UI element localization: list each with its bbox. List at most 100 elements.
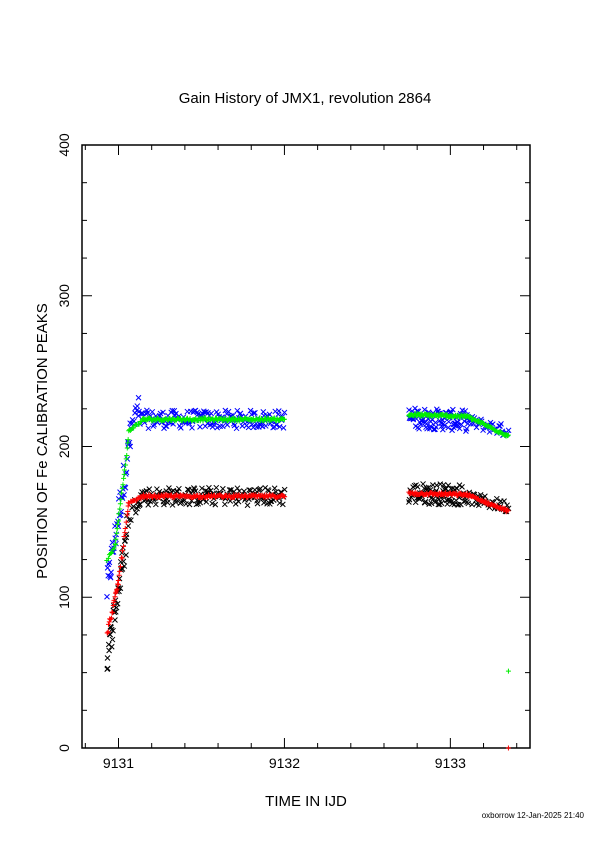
data-point-plus xyxy=(117,568,123,574)
data-point-x xyxy=(131,418,137,425)
data-point-plus xyxy=(505,668,511,674)
data-point-plus xyxy=(281,493,287,499)
data-point-x xyxy=(135,394,142,401)
data-point-plus xyxy=(121,471,127,477)
data-point-plus xyxy=(105,555,111,561)
data-point-x xyxy=(104,593,110,600)
data-point-plus xyxy=(138,419,144,425)
data-point-x xyxy=(486,429,493,435)
data-point-x xyxy=(252,409,258,416)
data-point-x xyxy=(107,574,114,581)
data-point-x xyxy=(433,482,440,489)
data-point-plus xyxy=(114,530,120,536)
data-point-x xyxy=(477,491,484,498)
x-tick-label: 9133 xyxy=(435,755,466,771)
data-points xyxy=(104,394,512,751)
data-point-plus xyxy=(505,433,511,439)
data-point-x xyxy=(161,501,167,508)
data-point-x xyxy=(445,424,452,431)
data-point-x xyxy=(244,502,251,509)
data-point-x xyxy=(136,502,143,509)
data-point-plus xyxy=(111,545,117,551)
data-point-x xyxy=(127,420,133,427)
data-point-x xyxy=(432,499,438,506)
data-point-plus xyxy=(115,518,121,524)
data-point-x xyxy=(145,425,152,432)
data-point-plus xyxy=(114,526,120,532)
data-point-plus xyxy=(115,577,121,583)
data-point-x xyxy=(132,509,139,516)
data-point-x xyxy=(505,427,512,434)
y-tick-label: 0 xyxy=(56,744,72,752)
data-point-x xyxy=(109,636,116,643)
data-point-x xyxy=(209,500,216,507)
data-point-x xyxy=(228,486,234,493)
data-point-plus xyxy=(118,555,124,561)
data-point-x xyxy=(199,485,205,492)
data-point-x xyxy=(501,498,507,505)
data-point-plus xyxy=(281,416,287,422)
data-point-x xyxy=(414,484,421,490)
data-point-x xyxy=(221,501,228,508)
data-point-x xyxy=(126,516,132,523)
data-point-x xyxy=(130,503,137,510)
data-point-x xyxy=(430,496,437,502)
data-point-x xyxy=(422,498,429,505)
data-point-x xyxy=(455,501,462,508)
data-point-x xyxy=(186,501,193,508)
y-tick-label: 200 xyxy=(56,435,72,459)
data-point-x xyxy=(122,537,128,544)
data-point-x xyxy=(480,427,486,434)
data-point-x xyxy=(428,500,435,507)
data-point-x xyxy=(112,535,119,542)
data-point-x xyxy=(475,502,482,509)
data-point-x xyxy=(280,424,287,431)
data-point-plus xyxy=(117,506,123,512)
data-point-plus xyxy=(118,490,124,496)
data-point-x xyxy=(112,608,119,615)
data-point-x xyxy=(406,407,412,413)
plot-frame xyxy=(81,144,531,749)
data-point-x xyxy=(279,501,286,508)
data-point-plus xyxy=(122,526,128,532)
data-point-plus xyxy=(115,582,121,588)
data-point-x xyxy=(121,563,128,569)
data-point-plus xyxy=(505,745,511,751)
data-point-plus xyxy=(483,498,489,504)
data-point-x xyxy=(463,425,470,432)
data-point-x xyxy=(122,484,129,491)
data-point-x xyxy=(169,502,176,508)
data-point-plus xyxy=(131,425,137,431)
data-point-x xyxy=(230,420,237,427)
data-point-plus xyxy=(119,555,125,561)
data-point-x xyxy=(262,423,269,429)
data-point-plus xyxy=(282,494,288,500)
data-point-x xyxy=(143,488,150,494)
x-tick-label: 9131 xyxy=(103,755,134,771)
data-point-x xyxy=(456,425,463,432)
data-point-x xyxy=(108,643,115,650)
data-point-plus xyxy=(109,609,115,615)
data-point-x xyxy=(231,422,238,429)
data-point-plus xyxy=(112,542,118,548)
data-point-x xyxy=(439,426,446,433)
data-point-x xyxy=(435,501,442,508)
data-point-x xyxy=(104,655,111,661)
data-point-x xyxy=(162,423,169,429)
data-point-x xyxy=(108,569,114,576)
data-point-plus xyxy=(244,493,250,499)
data-point-x xyxy=(482,493,488,500)
data-point-x xyxy=(415,408,422,415)
data-point-plus xyxy=(114,586,120,592)
y-tick-label: 100 xyxy=(56,585,72,609)
data-point-x xyxy=(416,425,422,432)
y-tick-label: 400 xyxy=(56,133,72,157)
data-point-x xyxy=(137,501,143,507)
data-point-x xyxy=(267,498,274,505)
data-point-plus xyxy=(265,415,271,421)
data-point-x xyxy=(189,424,195,431)
data-point-x xyxy=(234,485,241,492)
data-point-plus xyxy=(118,496,124,502)
data-point-x xyxy=(219,485,226,492)
data-point-x xyxy=(206,484,212,491)
